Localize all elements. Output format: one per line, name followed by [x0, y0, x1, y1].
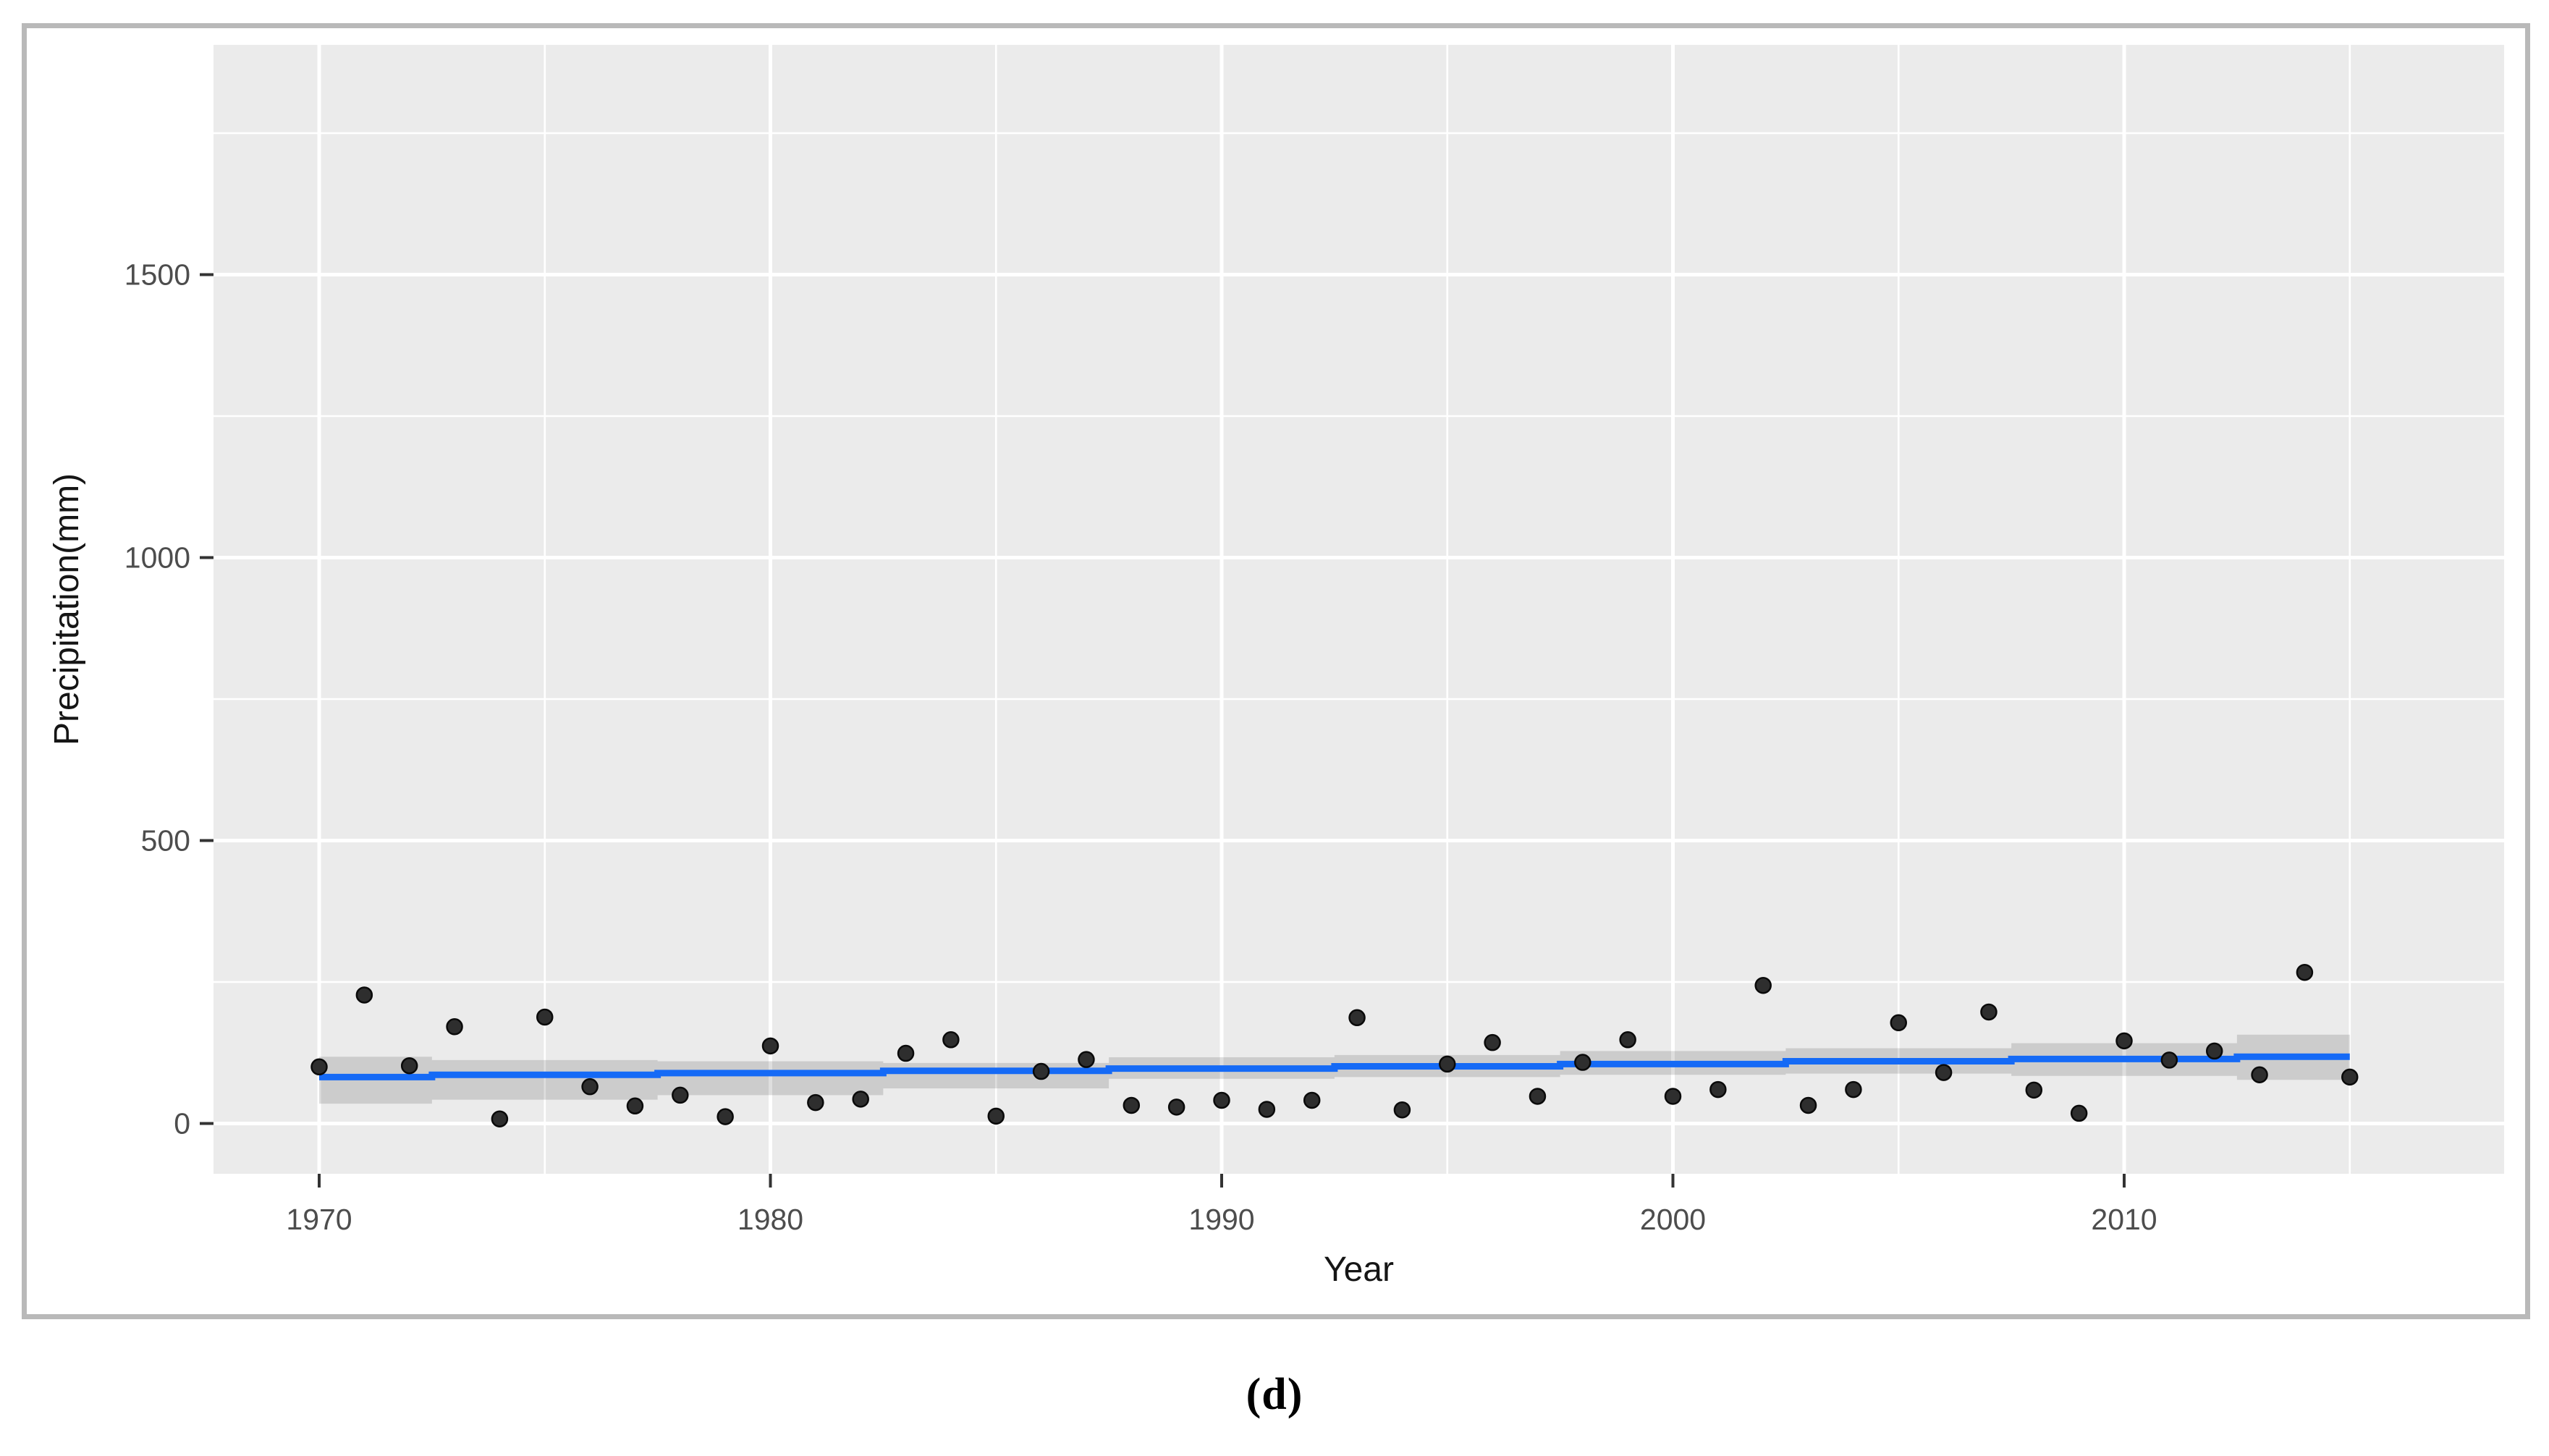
data-point-1996 [1484, 1033, 1501, 1051]
data-point-2001 [1709, 1080, 1727, 1099]
data-point-1987 [1078, 1051, 1095, 1068]
data-point-1988 [1123, 1096, 1141, 1114]
x-tick-label-2010: 2010 [2091, 1203, 2157, 1236]
data-point-1976 [581, 1078, 599, 1096]
data-point-2013 [2251, 1066, 2268, 1083]
x-axis-title: Year [1324, 1250, 1394, 1289]
data-point-1971 [355, 986, 373, 1004]
data-point-1974 [491, 1110, 509, 1127]
data-point-1999 [1619, 1031, 1636, 1049]
data-point-2003 [1799, 1096, 1817, 1114]
data-point-2015 [2341, 1068, 2359, 1086]
data-point-1992 [1303, 1091, 1321, 1109]
x-tick-label-1970: 1970 [286, 1203, 352, 1236]
data-point-1984 [942, 1031, 960, 1049]
x-tick-label-2000: 2000 [1640, 1203, 1706, 1236]
data-point-1982 [852, 1091, 869, 1108]
data-point-2010 [2115, 1032, 2133, 1050]
data-point-1973 [446, 1018, 463, 1036]
data-point-1985 [987, 1107, 1005, 1125]
data-point-1980 [761, 1037, 779, 1055]
data-point-2005 [1890, 1014, 1907, 1032]
y-tick-label-1500: 1500 [124, 258, 190, 292]
trend-line [319, 1053, 2350, 1080]
data-point-2000 [1664, 1088, 1682, 1105]
x-tick-label-1990: 1990 [1188, 1203, 1254, 1236]
data-point-2009 [2070, 1104, 2088, 1122]
data-point-1977 [626, 1097, 644, 1115]
data-point-1997 [1529, 1088, 1547, 1105]
plot-panel-background [214, 45, 2504, 1174]
y-axis-title: Precipitation(mm) [48, 473, 86, 745]
data-point-2002 [1754, 976, 1772, 994]
data-point-1972 [400, 1057, 418, 1075]
data-point-1983 [897, 1044, 915, 1062]
data-point-2014 [2296, 963, 2314, 981]
data-point-2008 [2025, 1081, 2043, 1099]
data-point-1993 [1348, 1009, 1366, 1027]
data-point-1981 [807, 1093, 824, 1112]
y-tick-label-500: 500 [141, 824, 190, 858]
data-point-1970 [310, 1058, 328, 1076]
data-point-2011 [2160, 1051, 2178, 1069]
data-point-1989 [1167, 1099, 1185, 1116]
y-tick-label-1000: 1000 [124, 541, 190, 575]
data-point-2007 [1980, 1003, 1998, 1021]
figure-caption: (d) [1246, 1370, 1303, 1419]
data-point-1975 [536, 1008, 554, 1026]
data-point-2012 [2205, 1042, 2223, 1060]
data-point-1998 [1574, 1054, 1591, 1071]
data-point-1986 [1032, 1062, 1050, 1080]
data-point-1994 [1393, 1101, 1411, 1119]
data-point-1991 [1258, 1101, 1276, 1118]
data-point-1995 [1439, 1055, 1456, 1073]
data-point-2006 [1935, 1064, 1953, 1081]
x-tick-label-1980: 1980 [737, 1203, 803, 1236]
data-point-2004 [1845, 1080, 1862, 1099]
data-point-1990 [1213, 1091, 1230, 1109]
data-point-1978 [672, 1086, 689, 1104]
y-tick-label-0: 0 [174, 1107, 190, 1140]
data-point-1979 [716, 1108, 734, 1125]
